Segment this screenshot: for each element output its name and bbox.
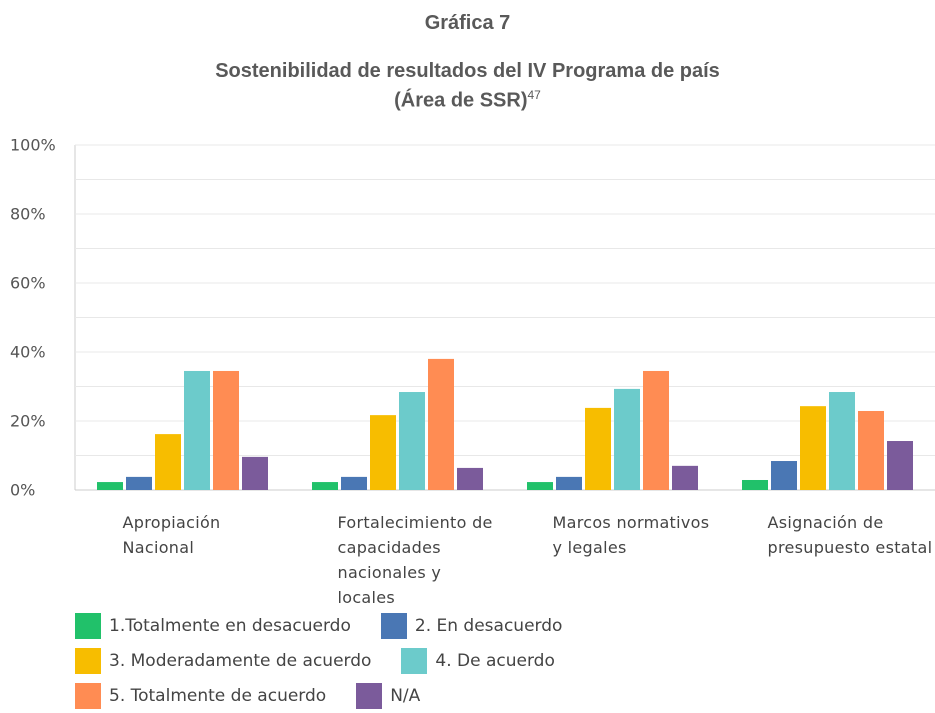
legend-item: N/A [356, 678, 420, 713]
bar [887, 441, 913, 490]
legend-swatch [380, 612, 407, 639]
y-tick-label: 60% [10, 273, 46, 293]
bar [126, 476, 152, 490]
legend-label: 3. Moderadamente de acuerdo [109, 650, 372, 671]
bar [242, 456, 268, 490]
legend-label: N/A [390, 685, 421, 706]
chart-subtitle: Sostenibilidad de resultados del IV Prog… [215, 60, 720, 82]
bar [457, 467, 483, 490]
x-tick-label: Fortalecimiento de capacidades nacionale… [337, 513, 493, 607]
bar [829, 392, 855, 490]
y-tick-label: 0% [10, 480, 36, 500]
x-tick-label: Marcos normativos y legales [552, 513, 710, 557]
y-tick-label: 80% [10, 204, 46, 224]
legend-swatch [75, 647, 101, 674]
bar [643, 370, 669, 490]
legend: 1.Totalmente en desacuerdo 2. En desacuer… [75, 608, 675, 713]
legend-swatch [356, 682, 383, 709]
legend-item: 1.Totalmente en desacuerdo [75, 608, 351, 643]
bar [858, 410, 884, 490]
legend-label: 1.Totalmente en desacuerdo [109, 615, 351, 636]
bar [556, 476, 582, 490]
x-tick-label: Apropiación Nacional [122, 513, 221, 557]
y-tick-label: 100% [10, 135, 56, 155]
footnote-ref: 47 [527, 88, 541, 102]
legend-swatch [75, 682, 101, 709]
y-tick-label: 20% [10, 411, 46, 431]
bar [742, 479, 768, 490]
legend-label: 5. Totalmente de acuerdo [109, 685, 327, 706]
bar [527, 482, 553, 490]
bar [585, 407, 611, 490]
chart-subtitle: (Área de SSR)47 [0, 88, 935, 113]
legend-item: 5. Totalmente de acuerdo [75, 678, 326, 713]
bar [341, 476, 367, 490]
bar [213, 370, 239, 490]
legend-label: 2. En desacuerdo [414, 615, 563, 636]
bar [97, 482, 123, 490]
legend-item: 2. En desacuerdo [380, 608, 563, 643]
y-tick-label: 40% [10, 342, 46, 362]
legend-swatch [401, 647, 428, 674]
bar [771, 461, 797, 490]
legend-swatch [75, 612, 101, 639]
bar [428, 358, 454, 490]
bar [672, 465, 698, 490]
bar [184, 370, 210, 490]
bar [155, 434, 181, 490]
bar [312, 482, 338, 490]
legend-item: 4. De acuerdo [401, 643, 555, 678]
bar [800, 406, 826, 490]
subtitle-line: (Área de SSR) [394, 89, 528, 112]
bar [614, 388, 640, 490]
x-tick-label: Asignación de presupuesto estatal [767, 513, 933, 557]
chart-title: Gráfica 7 [424, 12, 511, 34]
legend-label: 4. De acuerdo [435, 650, 555, 671]
bar [370, 415, 396, 490]
bar [399, 392, 425, 490]
legend-item: 3. Moderadamente de acuerdo [75, 643, 371, 678]
